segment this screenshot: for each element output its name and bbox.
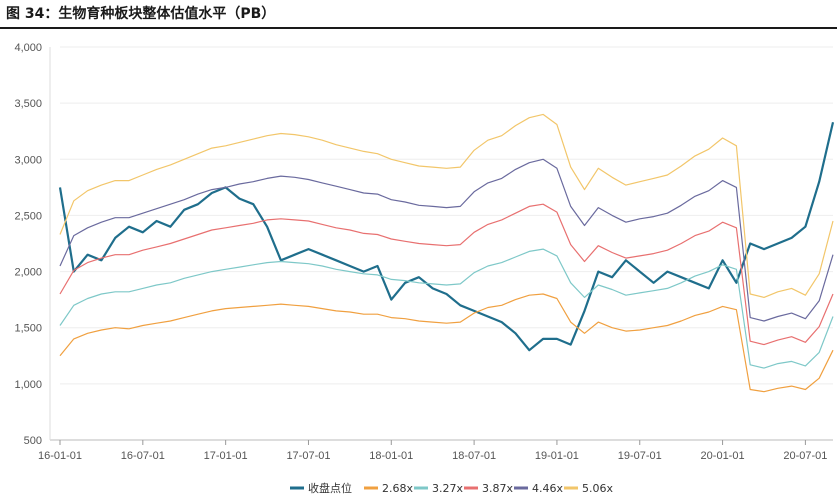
y-tick-label: 1,000 [14, 379, 42, 391]
x-tick-label: 18-01-01 [369, 450, 413, 462]
x-tick-label: 17-07-01 [286, 450, 330, 462]
x-tick-label: 20-07-01 [783, 450, 827, 462]
legend-label: 3.87x [482, 482, 513, 495]
y-tick-label: 1,500 [14, 323, 42, 335]
legend-label: 5.06x [582, 482, 613, 495]
line-chart: 4,000 3,500 3,000 2,500 2,000 1,500 1,000 500 1… [14, 42, 835, 495]
x-tick-label: 16-01-01 [38, 450, 82, 462]
series-line [59, 293, 834, 393]
x-tick-label: 18-07-01 [452, 450, 496, 462]
y-tick-label: 2,500 [14, 210, 42, 222]
x-tick-label: 19-07-01 [618, 450, 662, 462]
x-tick-label: 17-01-01 [204, 450, 248, 462]
x-tick-label: 20-01-01 [701, 450, 745, 462]
series-line [59, 113, 834, 298]
series-line [59, 158, 834, 322]
series-line [58, 121, 835, 352]
x-tick-labels: 16-01-01 16-07-01 17-01-01 17-07-01 18-01-01… [38, 450, 827, 462]
x-tick-label: 16-07-01 [121, 450, 165, 462]
y-tick-label: 3,000 [14, 154, 42, 166]
y-tick-labels: 4,000 3,500 3,000 2,500 2,000 1,500 1,000 500 [14, 42, 42, 447]
series-line [59, 203, 834, 346]
legend: 收盘点位 2.68x 3.27x 3.87x 4.46x 5.06x [290, 481, 613, 495]
title-rule [0, 27, 837, 29]
x-tick-label: 19-01-01 [535, 450, 579, 462]
grid-lines [60, 46, 833, 385]
legend-label: 3.27x [432, 482, 463, 495]
series-lines [58, 113, 835, 393]
figure-title: 图 34：生物育种板块整体估值水平（PB） [6, 6, 276, 22]
series-line [59, 248, 834, 369]
axes [49, 47, 833, 445]
y-tick-label: 4,000 [14, 42, 42, 54]
y-tick-label: 3,500 [14, 98, 42, 110]
legend-label: 2.68x [382, 482, 413, 495]
legend-label: 4.46x [532, 482, 563, 495]
y-tick-label: 2,000 [14, 267, 42, 279]
y-tick-label: 500 [24, 435, 42, 447]
legend-label: 收盘点位 [308, 481, 352, 495]
